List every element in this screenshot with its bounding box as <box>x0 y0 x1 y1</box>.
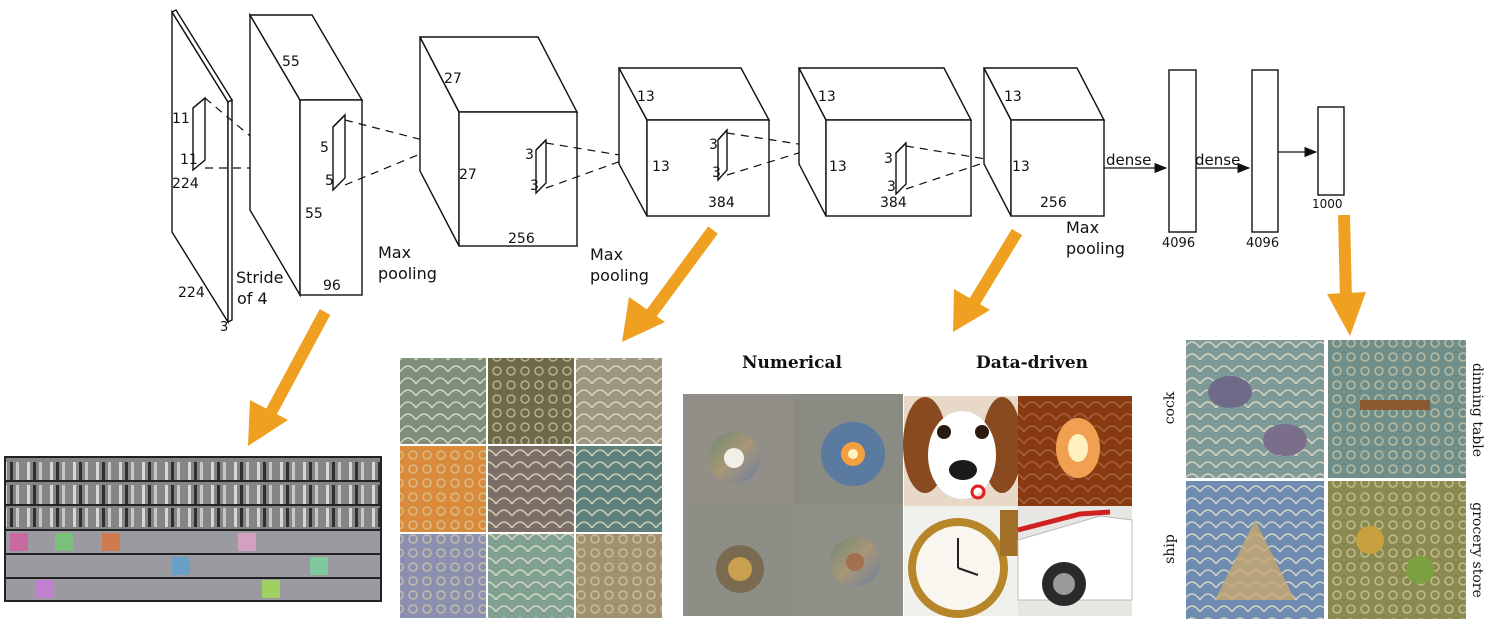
conv2-kernel-w: 3 <box>530 178 539 194</box>
conv4-block <box>797 67 973 217</box>
conv1-kernel-h: 5 <box>320 140 329 156</box>
conv3-kernel-h: 3 <box>709 137 718 153</box>
ship-label: ship <box>1162 534 1178 564</box>
conv5-top-label: 13 <box>1004 89 1022 105</box>
conv4-depth-label: 384 <box>880 195 907 211</box>
orange-arrow-3 <box>953 228 1023 332</box>
conv2-side-label: 27 <box>459 167 477 183</box>
class-visualizations <box>1186 340 1466 619</box>
conv3-kernel-w: 3 <box>712 165 721 181</box>
grocery-store-label: grocery store <box>1469 502 1485 597</box>
pool1-label-line2: pooling <box>378 264 437 283</box>
dense2-size-label: 4096 <box>1246 236 1279 251</box>
input-height-label: 224 <box>172 176 199 192</box>
data-driven-header: Data-driven <box>976 353 1088 373</box>
conv4-side-label: 13 <box>829 159 847 175</box>
numerical-header: Numerical <box>742 353 842 373</box>
input-kernel-h: 11 <box>172 111 190 127</box>
conv2-depth-label: 256 <box>508 231 535 247</box>
conv1-filter-grid <box>4 456 382 602</box>
conv2-kernel-h: 3 <box>525 147 534 163</box>
orange-arrow-2 <box>622 226 718 342</box>
conv1-kernel-w: 5 <box>325 173 334 189</box>
orange-arrow-4 <box>1327 214 1366 336</box>
conv1-depth-label: 96 <box>323 278 341 294</box>
dense1-label: dense <box>1106 151 1151 169</box>
dense1-layer <box>1168 69 1197 233</box>
stride-label-line2: of 4 <box>237 289 268 308</box>
conv5-depth-label: 256 <box>1040 195 1067 211</box>
input-layer <box>170 9 234 325</box>
pool3-label-line1: Max <box>1066 218 1099 237</box>
dense2-label: dense <box>1195 151 1240 169</box>
pool2-label-line1: Max <box>590 245 623 264</box>
output-layer <box>1317 106 1345 196</box>
dense1-size-label: 4096 <box>1162 236 1195 251</box>
input-width-label: 224 <box>178 285 205 301</box>
output-size-label: 1000 <box>1312 197 1343 211</box>
conv4-projection-lines <box>905 145 993 190</box>
conv3-depth-label: 384 <box>708 195 735 211</box>
input-kernel-w: 11 <box>180 152 198 168</box>
input-depth-label: 3 <box>220 320 228 335</box>
pool3-label-line2: pooling <box>1066 239 1125 258</box>
dense2-layer <box>1251 69 1279 233</box>
data-driven-visualizations <box>903 396 1133 618</box>
conv2-block <box>418 36 579 247</box>
conv5-block <box>982 67 1106 217</box>
stride-label-line1: Stride <box>236 268 283 287</box>
dinning-table-label: dinning table <box>1469 363 1485 457</box>
pool1-label-line1: Max <box>378 243 411 262</box>
numerical-visualizations <box>683 394 903 616</box>
orange-arrow-1 <box>248 309 331 446</box>
conv3-feature-visualization <box>400 358 662 618</box>
conv1-side-label: 55 <box>305 206 323 222</box>
conv1-top-label: 55 <box>282 54 300 70</box>
conv3-top-label: 13 <box>637 89 655 105</box>
conv1-block <box>248 12 364 298</box>
conv5-side-label: 13 <box>1012 159 1030 175</box>
cock-label: cock <box>1162 391 1178 424</box>
conv4-kernel-w: 3 <box>887 179 896 195</box>
pool2-label-line2: pooling <box>590 266 649 285</box>
conv2-projection-lines <box>545 142 633 189</box>
conv2-top-label: 27 <box>444 71 462 87</box>
conv4-top-label: 13 <box>818 89 836 105</box>
conv4-kernel-h: 3 <box>884 151 893 167</box>
conv3-side-label: 13 <box>652 159 670 175</box>
